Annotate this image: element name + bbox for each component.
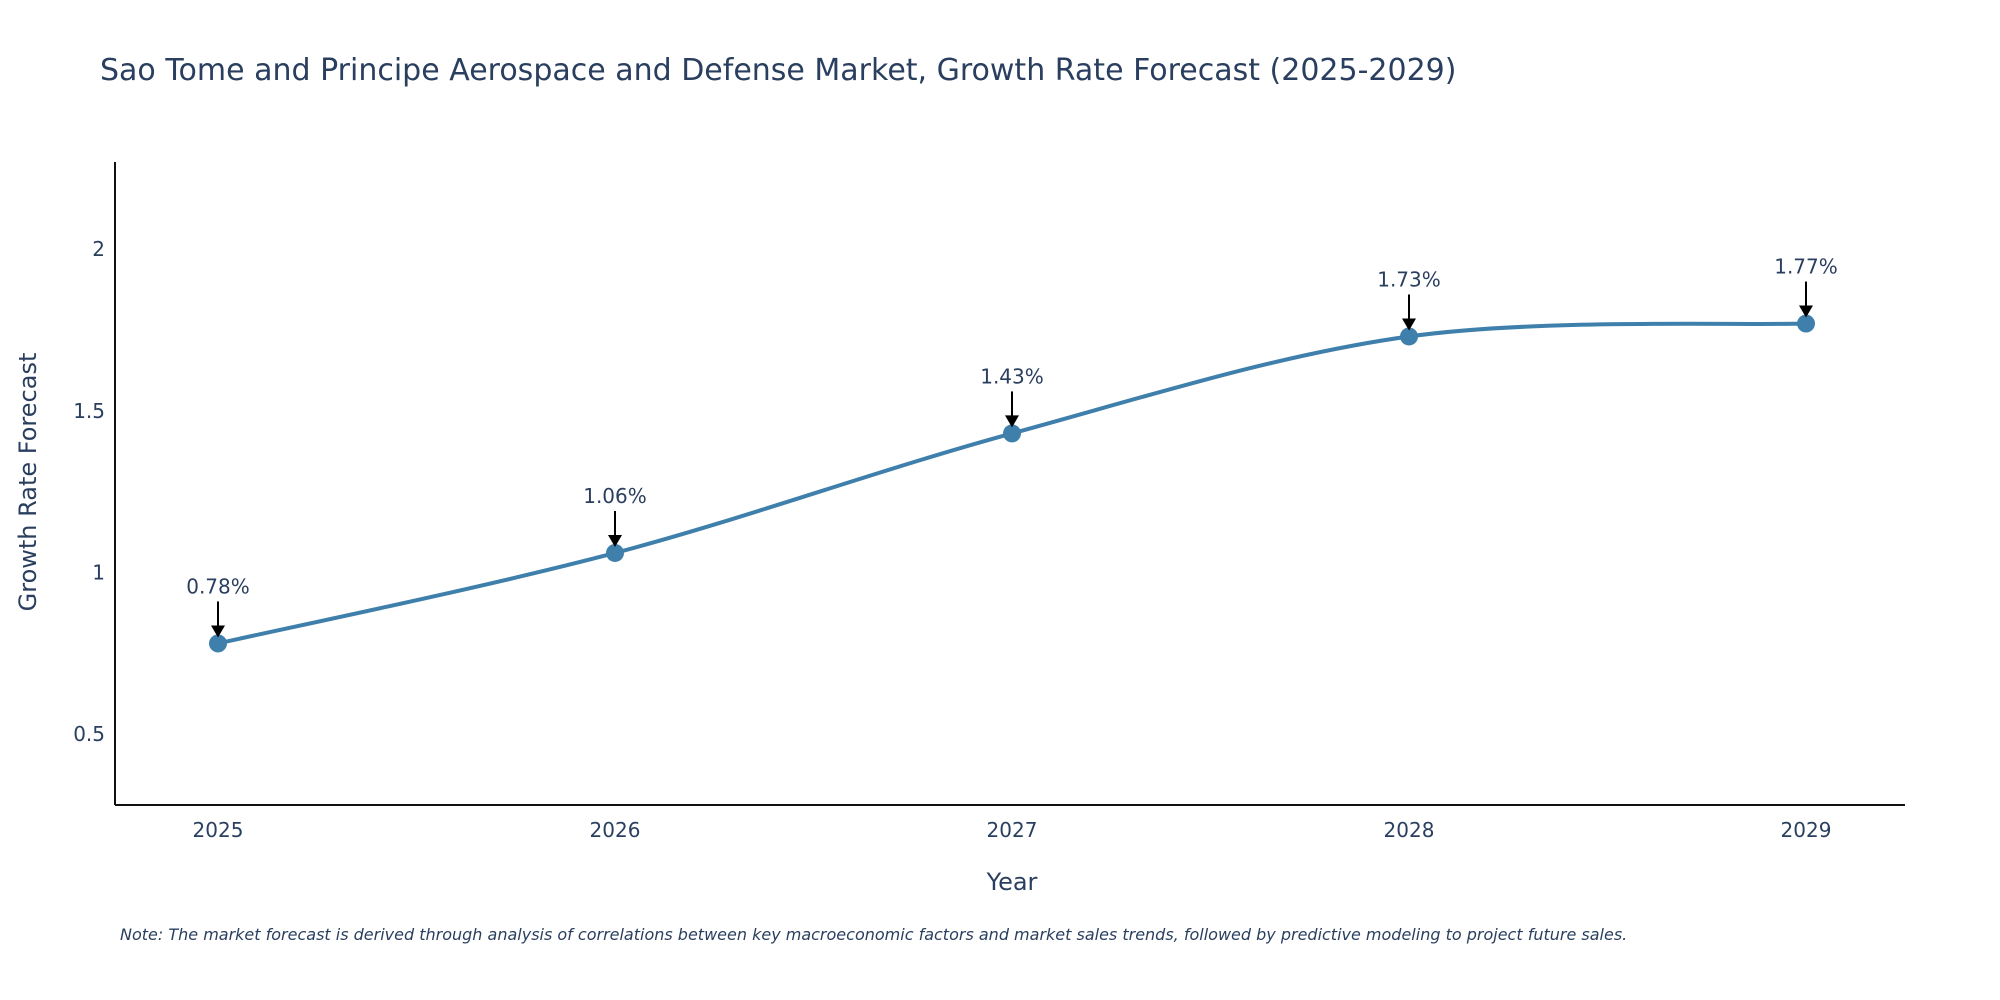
data-label-2027: 1.43% xyxy=(980,364,1044,388)
plot-area: 0.5 1 1.5 2 2025 2026 2027 2028 2029 0.78% 1.06% 1.… xyxy=(73,237,1838,842)
footnote: Note: The market forecast is derived thr… xyxy=(120,925,1627,944)
data-point-2025 xyxy=(209,634,227,653)
annotation-arrowhead-2028 xyxy=(1402,318,1416,331)
x-tick-label-2025: 2025 xyxy=(193,818,244,842)
y-tick-label-0.5: 0.5 xyxy=(73,722,105,746)
data-label-2025: 0.78% xyxy=(186,574,250,598)
annotation-arrowhead-2026 xyxy=(608,534,622,547)
x-axis-title: Year xyxy=(986,868,1038,896)
y-tick-label-2: 2 xyxy=(92,237,105,261)
y-axis-title: Growth Rate Forecast xyxy=(14,353,42,612)
x-tick-label-2026: 2026 xyxy=(590,818,641,842)
data-label-2028: 1.73% xyxy=(1377,267,1441,291)
data-point-2027 xyxy=(1003,424,1021,443)
data-point-2026 xyxy=(606,543,624,562)
annotation-arrowhead-2029 xyxy=(1799,305,1813,318)
data-label-2029: 1.77% xyxy=(1774,255,1838,279)
data-label-2026: 1.06% xyxy=(583,484,647,508)
data-point-2029 xyxy=(1797,314,1815,333)
y-tick-label-1.5: 1.5 xyxy=(73,399,105,423)
x-tick-label-2028: 2028 xyxy=(1384,818,1435,842)
x-tick-label-2027: 2027 xyxy=(987,818,1038,842)
chart-title: Sao Tome and Principe Aerospace and Defe… xyxy=(100,53,1456,88)
y-tick-label-1: 1 xyxy=(92,560,105,584)
data-point-2028 xyxy=(1400,327,1418,346)
annotation-arrowhead-2027 xyxy=(1005,415,1019,428)
x-tick-label-2029: 2029 xyxy=(1781,818,1832,842)
annotation-arrowhead-2025 xyxy=(211,625,225,638)
